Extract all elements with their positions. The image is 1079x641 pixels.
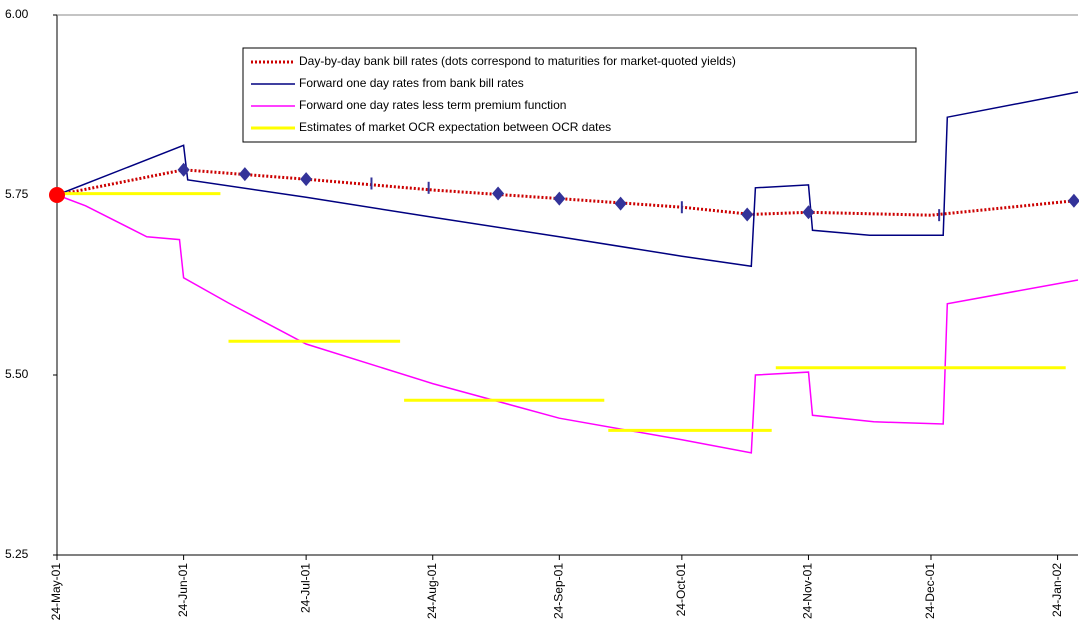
- x-tick-label: 24-Oct-01: [674, 563, 688, 617]
- data-point: [802, 205, 815, 220]
- series-line: [56, 194, 1079, 454]
- data-point: [370, 177, 373, 190]
- legend-label: Forward one day rates less term premium …: [299, 98, 566, 112]
- data-point: [553, 191, 566, 206]
- x-tick-label: 24-Sep-01: [552, 563, 566, 619]
- x-tick-label: 24-Jan-02: [1050, 563, 1064, 617]
- legend-box: [242, 47, 917, 143]
- x-tick-label: 24-May-01: [49, 563, 63, 621]
- x-tick-label: 24-Jul-01: [298, 563, 312, 613]
- x-tick-label: 24-Aug-01: [425, 563, 439, 619]
- x-tick-label: 24-Nov-01: [801, 563, 815, 619]
- data-point: [680, 201, 683, 214]
- data-point: [177, 162, 190, 177]
- data-point: [614, 196, 627, 211]
- data-point: [741, 207, 754, 222]
- data-point: [300, 172, 313, 187]
- legend-label: Estimates of market OCR expectation betw…: [299, 120, 611, 134]
- legend-label: Forward one day rates from bank bill rat…: [299, 76, 524, 90]
- y-tick-label: 5.75: [5, 187, 29, 201]
- series-line: [57, 192, 1066, 432]
- series-line: [56, 168, 1075, 217]
- y-tick-label: 5.25: [5, 547, 29, 561]
- data-point: [49, 187, 65, 203]
- data-point: [938, 209, 941, 222]
- x-tick-label: 24-Jun-01: [176, 563, 190, 617]
- legend-label: Day-by-day bank bill rates (dots corresp…: [299, 54, 736, 68]
- series-line: [56, 91, 1079, 268]
- data-point: [427, 181, 430, 194]
- y-tick-label: 6.00: [5, 7, 29, 21]
- data-point: [238, 167, 251, 182]
- x-tick-label: 24-Dec-01: [923, 563, 937, 619]
- data-point: [1067, 193, 1079, 208]
- y-tick-label: 5.50: [5, 367, 29, 381]
- data-point: [492, 186, 505, 201]
